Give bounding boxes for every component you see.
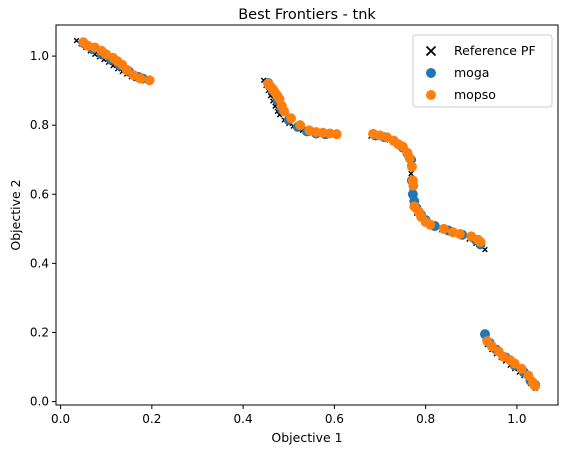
x-tick-label: 0.4 (234, 412, 253, 426)
y-tick-label: 1.0 (30, 49, 49, 63)
data-point (406, 161, 417, 172)
legend-marker-shape (425, 45, 437, 57)
x-tick-label: 0.2 (142, 412, 161, 426)
data-point (486, 341, 497, 352)
data-point (475, 236, 486, 247)
data-point (509, 358, 520, 369)
legend-label-reference-pf: Reference PF (454, 43, 536, 58)
x-axis-ticks: 0.0 0.2 0.4 0.6 0.8 1.0 (51, 405, 526, 426)
chart-title: Best Frontiers - tnk (238, 7, 376, 23)
y-axis-label: Objective 2 (8, 179, 23, 250)
data-point (121, 64, 132, 75)
y-axis-ticks: 0.0 0.2 0.4 0.6 0.8 1.0 (30, 49, 56, 409)
axes-frame (55, 24, 559, 406)
y-tick-label: 0.2 (30, 325, 49, 339)
circle-marker-icon (426, 68, 436, 78)
x-marker-icon (425, 45, 437, 57)
data-point (408, 170, 414, 177)
data-point (331, 129, 342, 140)
data-point (73, 37, 80, 44)
data-point (135, 73, 146, 84)
y-tick-label: 0.4 (30, 256, 49, 270)
data-point (404, 153, 415, 163)
legend-entry-reference-pf: Reference PF (425, 43, 536, 58)
x-tick-label: 0.6 (325, 412, 344, 426)
series-layer (73, 37, 541, 392)
series-mopso (78, 37, 541, 391)
data-point (279, 106, 290, 117)
legend-entry-moga: moga (426, 65, 489, 80)
data-point (454, 229, 465, 239)
legend-entry-mopso: mopso (426, 87, 496, 102)
x-tick-label: 0.8 (416, 412, 435, 426)
data-point (286, 113, 297, 124)
data-point (425, 219, 436, 230)
legend: Reference PF moga mopso (412, 34, 553, 108)
legend-box (412, 34, 553, 108)
circle-marker-icon (426, 90, 436, 100)
data-point (408, 180, 419, 191)
y-tick-label: 0.8 (30, 118, 49, 132)
data-point (295, 120, 306, 131)
legend-label-moga: moga (454, 65, 489, 80)
y-tick-label: 0.0 (30, 395, 49, 409)
x-axis-label: Objective 1 (271, 430, 342, 445)
data-point (144, 75, 155, 86)
data-point (438, 223, 449, 234)
legend-label-mopso: mopso (454, 87, 496, 102)
x-tick-label: 1.0 (507, 412, 526, 426)
x-tick-label: 0.0 (51, 412, 70, 426)
data-point (516, 363, 527, 374)
y-tick-label: 0.6 (30, 187, 49, 201)
data-point (530, 381, 541, 391)
